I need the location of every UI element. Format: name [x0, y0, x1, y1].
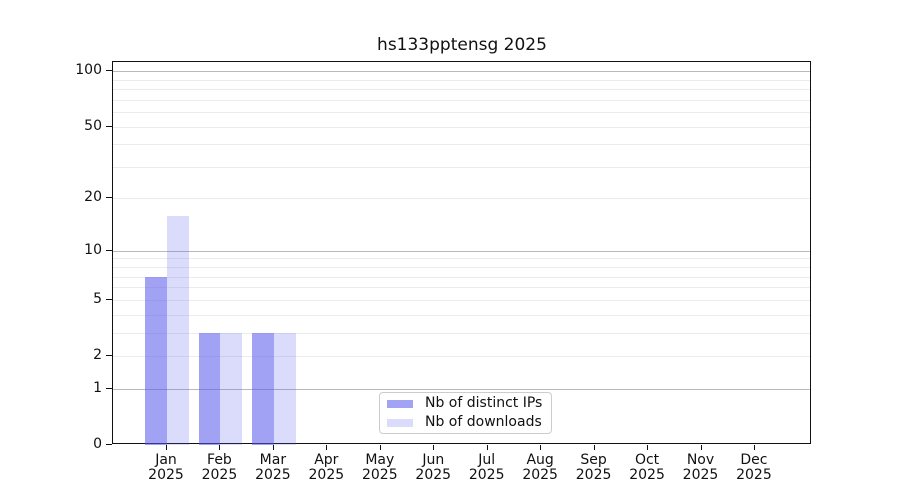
legend-item: Nb of downloads [387, 414, 542, 431]
bar-downloads [220, 332, 243, 445]
bar-distinct-ips [198, 332, 221, 445]
y-axis-tick-label: 2 [93, 347, 102, 363]
x-axis-tick-label: Oct 2025 [629, 452, 665, 483]
gridline-minor [113, 267, 810, 269]
legend: Nb of distinct IPs Nb of downloads [379, 392, 553, 434]
x-axis-tick [593, 445, 595, 450]
x-axis-tick [326, 445, 328, 450]
gridline-minor [113, 166, 810, 168]
gridline-minor [113, 258, 810, 260]
y-axis-tick [106, 298, 112, 300]
x-axis-tick [700, 445, 702, 450]
x-axis-tick [219, 445, 221, 450]
x-axis-tick-label: Apr 2025 [308, 452, 345, 483]
x-axis-tick [647, 445, 649, 450]
gridline-minor [113, 276, 810, 278]
x-axis-tick [166, 445, 167, 450]
legend-swatch-distinct-ips-icon [387, 399, 413, 408]
gridline-major [113, 71, 810, 73]
y-axis-tick-label: 1 [93, 379, 102, 396]
gridline-minor [113, 99, 810, 101]
x-axis-tick-label: Nov 2025 [682, 452, 719, 483]
y-axis-tick-label: 50 [84, 117, 102, 134]
x-axis-tick-label: May 2025 [361, 452, 398, 483]
bar-distinct-ips [145, 276, 167, 445]
gridline-minor [113, 126, 810, 128]
x-axis-tick-label: Jan 2025 [148, 452, 184, 483]
gridline-minor [113, 198, 810, 200]
x-axis-tick [272, 445, 274, 450]
y-axis-tick [106, 197, 112, 199]
y-axis-tick-label: 5 [93, 290, 102, 307]
y-axis-tick-label: 100 [75, 62, 102, 79]
x-axis-tick-label: Mar 2025 [255, 452, 291, 483]
plot-area [112, 61, 811, 445]
gridline-minor [113, 287, 810, 289]
chart-title: hs133pptensg 2025 [377, 35, 547, 55]
gridline-minor [113, 79, 810, 81]
legend-label: Nb of distinct IPs [425, 395, 543, 411]
y-axis-tick [106, 444, 112, 445]
y-axis-tick-label: 10 [84, 241, 102, 258]
x-axis-tick-label: Sep 2025 [575, 452, 612, 483]
x-axis-tick-label: Aug 2025 [522, 452, 558, 483]
y-axis-tick [106, 125, 112, 127]
gridline-minor [113, 89, 810, 91]
legend-swatch-downloads-icon [387, 418, 413, 427]
y-axis-tick [106, 387, 112, 389]
x-axis-tick-label: Feb 2025 [201, 452, 238, 483]
gridline-minor [113, 332, 810, 334]
x-axis-tick-label: Jul 2025 [468, 452, 505, 483]
bar-downloads [273, 332, 296, 445]
y-axis-tick [106, 249, 112, 251]
y-axis-tick [106, 70, 112, 72]
x-axis-tick [753, 445, 755, 450]
gridline-minor [113, 356, 810, 357]
gridline-minor [113, 112, 810, 114]
y-axis-tick-label: 20 [84, 189, 102, 206]
gridline-minor [113, 299, 810, 301]
gridline-minor [113, 144, 810, 146]
x-axis-tick [486, 445, 488, 450]
x-axis-tick-label: Jun 2025 [415, 452, 452, 483]
x-axis-tick [540, 445, 542, 450]
bar-distinct-ips [252, 332, 274, 445]
gridline-major [113, 250, 810, 252]
gridline-major [113, 388, 810, 390]
legend-label: Nb of downloads [425, 414, 542, 430]
y-axis-tick-label: 0 [93, 436, 102, 452]
x-axis-tick [433, 445, 435, 450]
bar-downloads [167, 215, 189, 445]
x-axis-tick [379, 445, 381, 450]
y-axis-tick [106, 355, 112, 356]
gridline-minor [113, 314, 810, 316]
x-axis-tick-label: Dec 2025 [736, 452, 772, 483]
legend-item: Nb of distinct IPs [387, 395, 542, 412]
